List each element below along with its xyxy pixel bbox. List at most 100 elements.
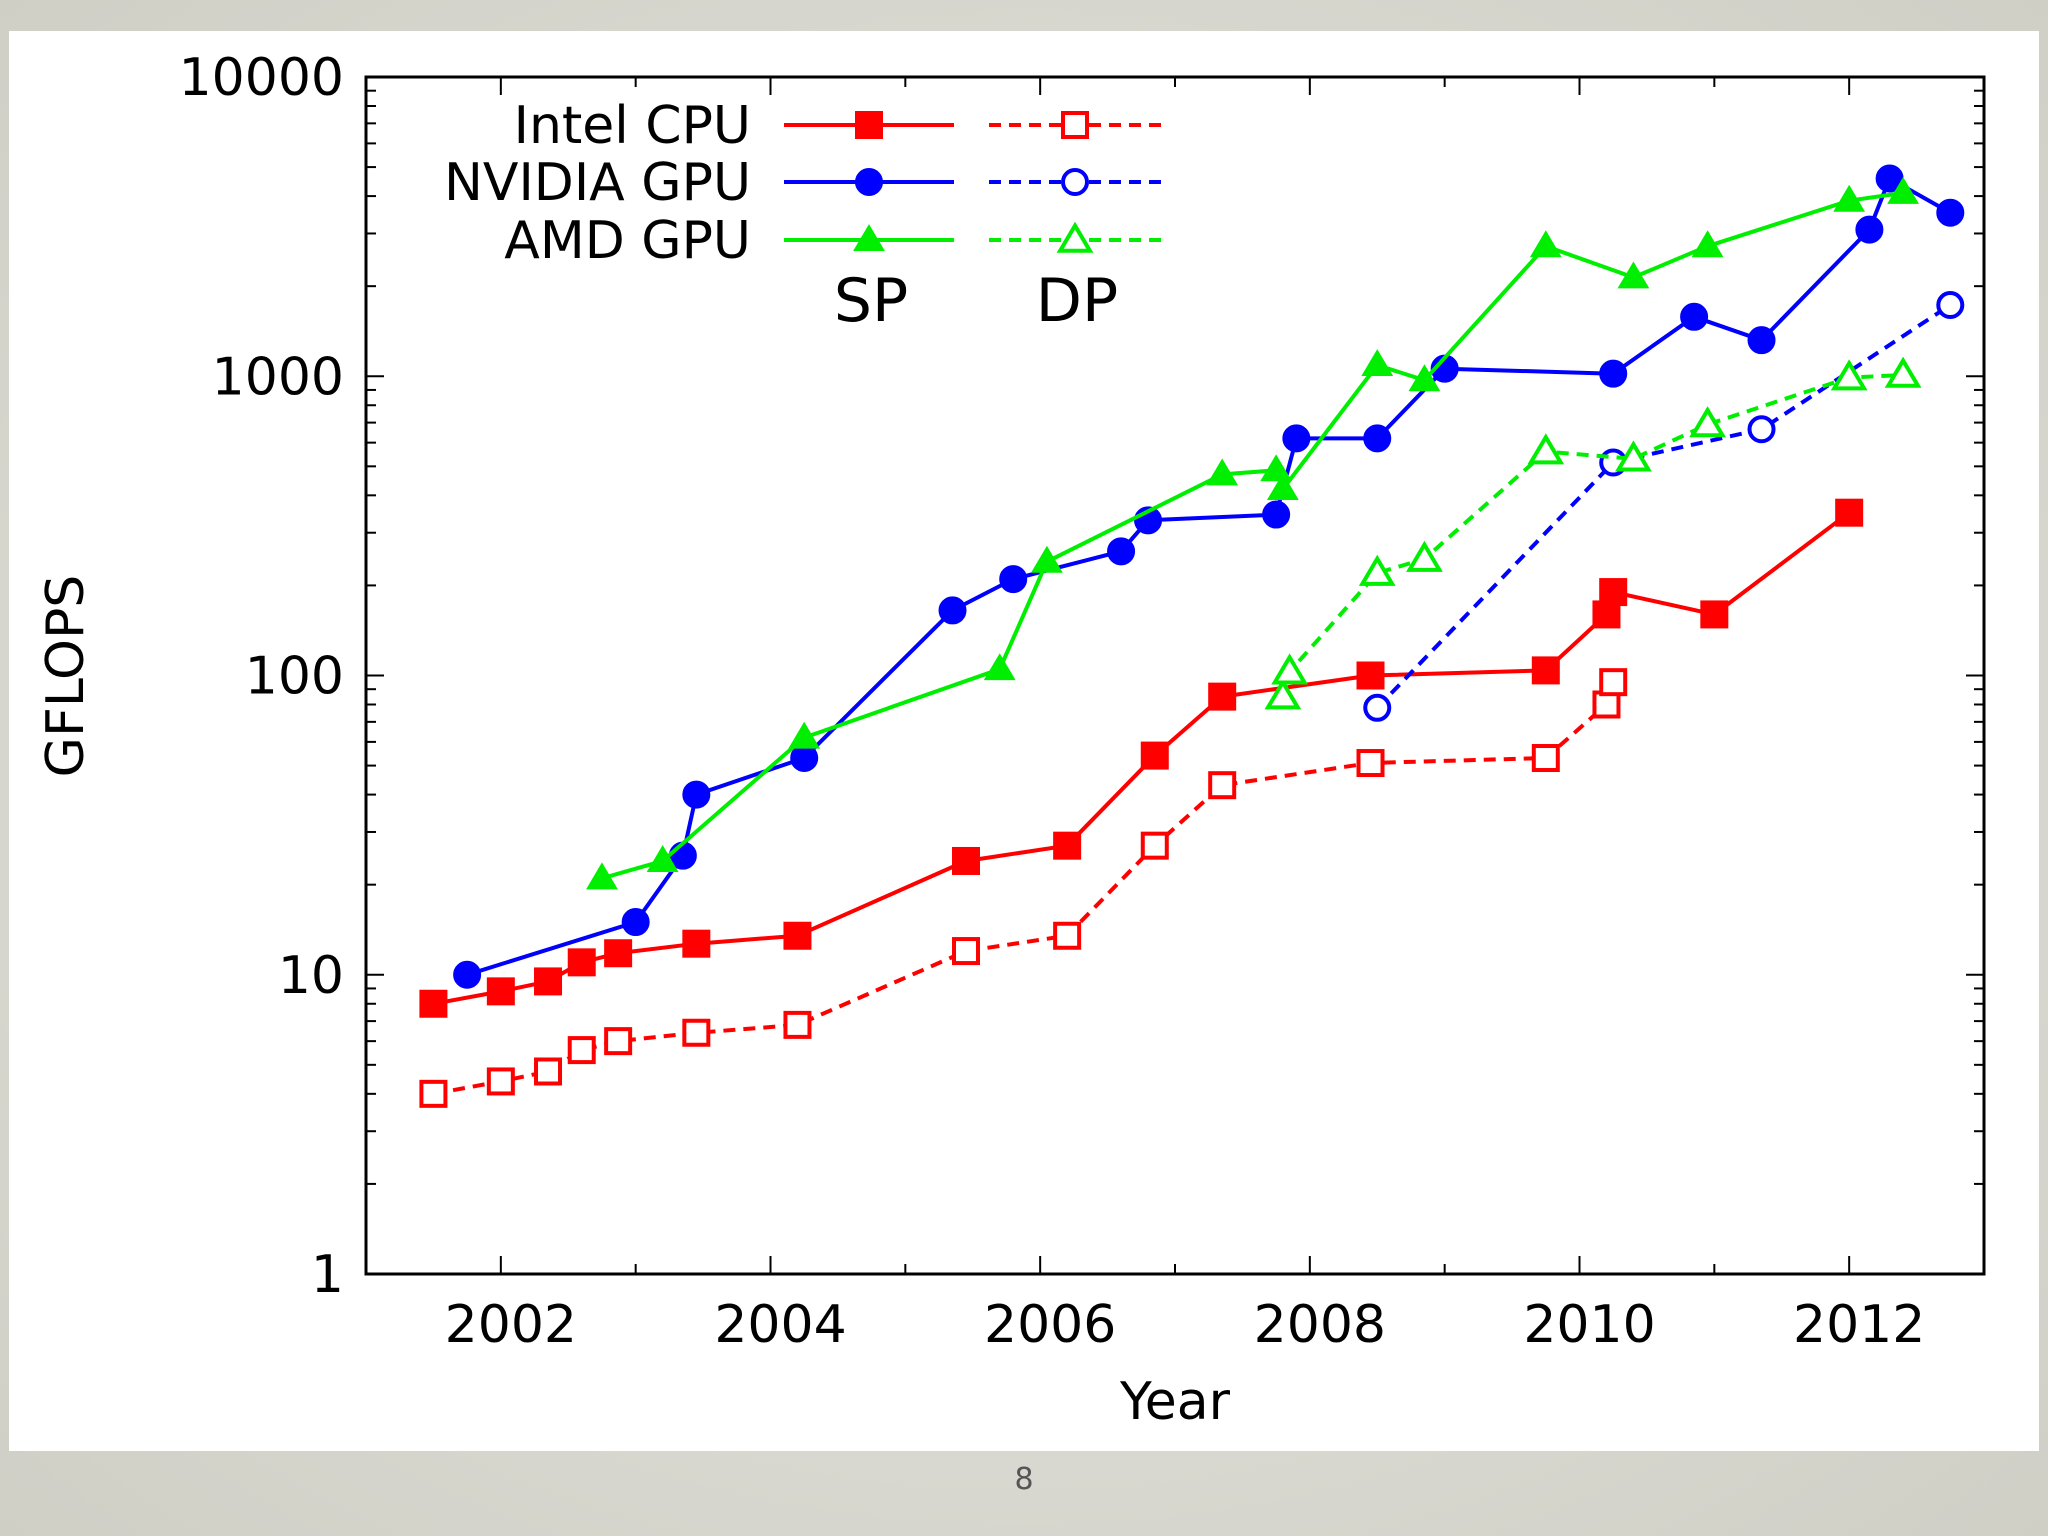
data-point-triangle: [1617, 261, 1650, 289]
series-line-amd-gpu-dp: [1280, 373, 1904, 698]
data-point-triangle: [1887, 176, 1920, 204]
data-point-square: [783, 1010, 812, 1039]
y-tick-label: 10000: [179, 48, 344, 108]
major-ticks: [366, 76, 1984, 1275]
data-point-circle: [1061, 168, 1089, 196]
data-point-square: [1700, 600, 1729, 629]
y-tick-label: 100: [245, 647, 344, 707]
data-point-circle: [1936, 291, 1965, 320]
data-point-square: [1356, 749, 1385, 778]
x-tick-label: 2006: [984, 1295, 1116, 1355]
series-intel-cpu-sp: [419, 498, 1864, 1018]
x-tick-labels: 2002 2004 2006 2008 2010 2012: [445, 1295, 1926, 1355]
data-point-square: [567, 1036, 596, 1065]
data-point-triangle: [1527, 433, 1565, 465]
data-point-square: [682, 929, 711, 958]
data-point-circle: [1262, 500, 1291, 529]
data-point-square: [783, 921, 812, 950]
data-point-triangle: [1884, 356, 1922, 388]
data-point-triangle: [983, 653, 1016, 681]
series-line-amd-gpu-sp: [601, 190, 1904, 881]
data-point-square: [952, 846, 981, 875]
series-amd-gpu-sp: [586, 176, 1920, 890]
data-point-triangle: [1830, 359, 1868, 391]
data-point-square: [1140, 831, 1169, 860]
data-point-circle: [1936, 198, 1965, 227]
data-point-square: [486, 977, 515, 1006]
data-point-square: [534, 967, 563, 996]
data-point-triangle: [1689, 406, 1726, 438]
x-axis-label: Year: [1119, 1372, 1231, 1432]
data-point-circle: [453, 960, 482, 989]
data-point-triangle: [646, 845, 679, 872]
x-tick-label: 2004: [714, 1295, 846, 1355]
data-point-triangle: [853, 224, 885, 251]
x-tick-label: 2010: [1523, 1295, 1655, 1355]
data-point-circle: [790, 744, 819, 773]
data-point-triangle: [1529, 230, 1562, 258]
data-point-square: [1208, 682, 1237, 711]
data-point-square: [1835, 498, 1864, 527]
data-point-square: [604, 1027, 633, 1056]
legend-column-label: DP: [1036, 266, 1118, 336]
series-layer: [419, 164, 1965, 1108]
data-point-circle: [682, 780, 711, 809]
data-point-circle: [1855, 215, 1884, 244]
data-point-square: [1599, 578, 1628, 607]
data-point-circle: [855, 168, 883, 196]
legend-label: AMD GPU: [504, 211, 751, 271]
data-point-circle: [1599, 359, 1628, 388]
legend-label: NVIDIA GPU: [444, 153, 751, 213]
series-nvidia-gpu-sp: [453, 164, 1965, 989]
data-point-square: [1531, 656, 1560, 685]
data-point-circle: [621, 908, 650, 937]
data-point-circle: [1282, 424, 1311, 453]
data-point-triangle: [1264, 678, 1302, 710]
gflops-chart: 1 10 100 1000 10000 2002 2004 2006 2008 2010 2012…: [36, 48, 1986, 1432]
data-point-circle: [999, 565, 1028, 594]
data-point-triangle: [1358, 554, 1396, 586]
series-intel-cpu-dp: [419, 668, 1628, 1108]
series-line-nvidia-gpu-dp: [1375, 303, 1952, 710]
data-point-square: [1356, 661, 1385, 690]
data-point-triangle: [586, 862, 618, 890]
legend-label: Intel CPU: [514, 96, 751, 156]
data-point-square: [419, 1079, 448, 1108]
data-point-triangle: [788, 721, 821, 749]
data-point-square: [486, 1067, 515, 1096]
data-point-triangle: [1361, 349, 1394, 377]
data-point-square: [1592, 690, 1621, 719]
data-point-circle: [1680, 302, 1709, 331]
data-point-circle: [1747, 415, 1776, 444]
data-point-square: [1599, 668, 1628, 697]
data-point-triangle: [1691, 230, 1724, 258]
series-amd-gpu-dp: [1264, 356, 1922, 710]
data-point-circle: [1747, 326, 1776, 355]
series-nvidia-gpu-dp: [1363, 291, 1965, 722]
data-point-square: [534, 1057, 563, 1086]
data-point-triangle: [1271, 653, 1308, 685]
data-point-triangle: [1031, 545, 1063, 573]
x-tick-label: 2012: [1793, 1295, 1925, 1355]
data-point-square: [1061, 111, 1089, 139]
data-point-square: [604, 939, 633, 968]
data-point-square: [567, 948, 596, 977]
data-point-triangle: [1206, 458, 1239, 486]
data-point-circle: [938, 596, 967, 625]
y-axis-label: GFLOPS: [36, 575, 96, 778]
data-point-square: [1053, 921, 1082, 950]
data-point-square: [1208, 771, 1237, 800]
data-point-triangle: [1615, 440, 1652, 472]
data-point-circle: [1107, 537, 1136, 566]
data-point-triangle: [1056, 221, 1094, 253]
data-point-triangle: [1266, 473, 1299, 500]
data-point-square: [682, 1018, 711, 1047]
data-point-circle: [1363, 424, 1392, 453]
data-point-triangle: [1260, 454, 1293, 482]
data-point-square: [855, 111, 883, 139]
data-point-square: [1053, 831, 1082, 860]
data-point-square: [1140, 741, 1169, 770]
data-point-circle: [1363, 693, 1392, 722]
y-tick-label: 1000: [212, 347, 344, 407]
